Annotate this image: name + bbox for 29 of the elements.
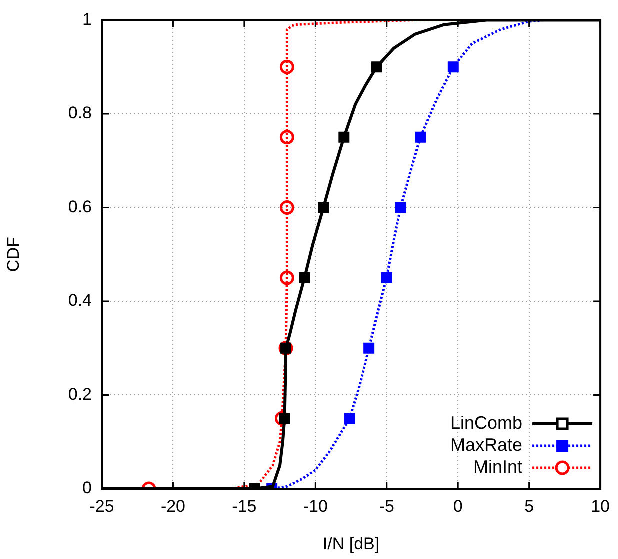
legend-label: LinComb	[450, 412, 523, 433]
y-tick-label: 0.2	[68, 384, 92, 404]
point	[344, 413, 356, 424]
y-tick-label: 0.4	[68, 291, 92, 310]
x-tick-label: 10	[591, 496, 610, 516]
point	[280, 60, 294, 74]
x-tick-label: 0	[453, 496, 463, 516]
x-tick-label: -5	[379, 496, 394, 516]
y-tick-label: 0.8	[68, 104, 92, 123]
x-axis-title: I/N [dB]	[322, 534, 380, 554]
point	[280, 130, 294, 145]
x-tick-label: 5	[524, 496, 534, 516]
y-tick-label: 1	[82, 10, 92, 29]
y-axis-title: CDF	[4, 237, 23, 272]
point	[280, 270, 294, 286]
y-tick-label: 0.6	[68, 197, 92, 216]
point	[381, 272, 392, 284]
point	[448, 62, 459, 73]
x-tick-label: -15	[232, 496, 257, 516]
x-tick-label: -20	[160, 496, 186, 516]
legend-label: MinInt	[474, 456, 523, 477]
y-tick-label: 0	[82, 478, 92, 498]
x-tick-label: -10	[303, 496, 328, 516]
x-tick-label: -25	[90, 496, 114, 516]
point	[415, 132, 426, 143]
point	[280, 200, 294, 215]
point	[395, 202, 406, 214]
point	[364, 342, 375, 354]
legend-label: MaxRate	[450, 434, 523, 455]
